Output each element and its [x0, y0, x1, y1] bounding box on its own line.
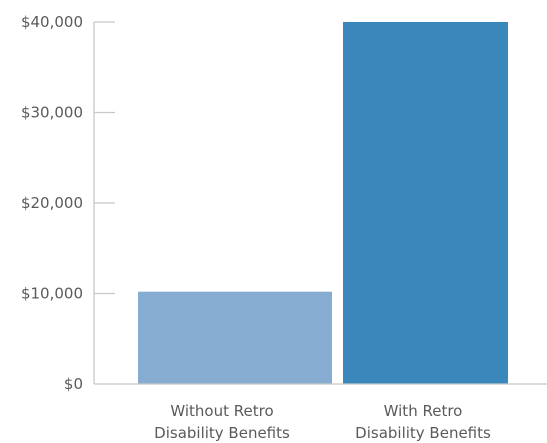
y-tick-label: $10,000 — [21, 285, 83, 303]
x-axis: Without Retro Disability Benefits With Ret… — [94, 383, 547, 442]
x-category-label: Disability Benefits — [154, 424, 290, 442]
y-tick-label: $30,000 — [21, 104, 83, 122]
bars — [138, 22, 508, 384]
y-axis: $0 $10,000 $20,000 $30,000 $40,000 — [21, 13, 115, 393]
y-tick-label: $40,000 — [21, 13, 83, 31]
bar-2 — [343, 22, 508, 384]
bar-1 — [138, 291, 332, 384]
x-category-label: Disability Benefits — [355, 424, 491, 442]
y-tick-label: $20,000 — [21, 194, 83, 212]
y-tick-label: $0 — [64, 375, 83, 393]
x-category-label: Without Retro — [170, 402, 273, 420]
x-category-label: With Retro — [384, 402, 463, 420]
